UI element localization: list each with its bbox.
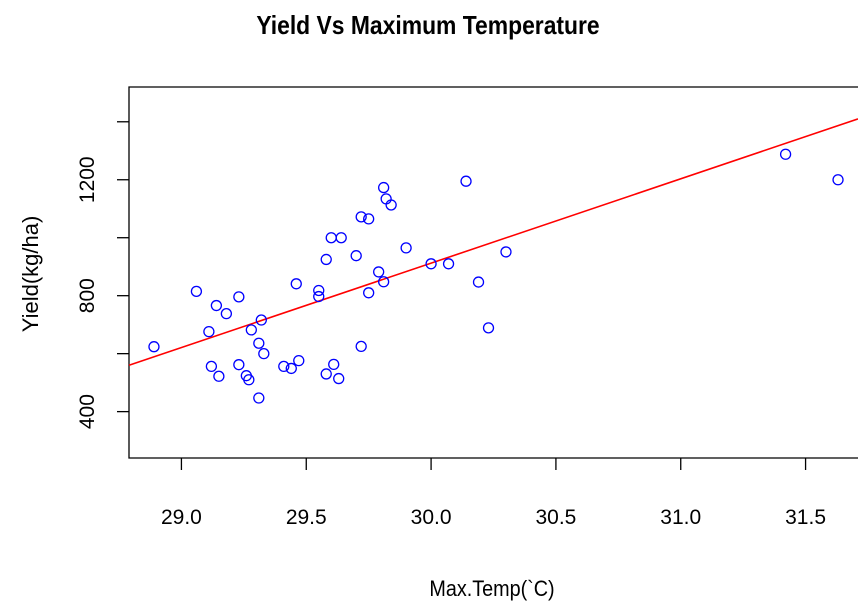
data-point — [378, 181, 390, 194]
data-point — [313, 290, 325, 303]
data-point — [190, 285, 203, 297]
data-point — [293, 354, 305, 367]
data-point — [442, 258, 455, 270]
y-axis-label: Yield(kg/ha) — [18, 216, 43, 333]
y-tick-label: 1200 — [76, 156, 99, 203]
data-point — [253, 337, 265, 349]
data-point — [243, 374, 255, 386]
data-point — [350, 250, 362, 262]
data-point — [245, 324, 257, 336]
data-point — [320, 368, 332, 380]
x-tick-label: 29.5 — [286, 506, 327, 529]
data-point — [285, 362, 297, 375]
data-point — [313, 284, 325, 297]
x-tick-label: 31.5 — [785, 506, 826, 529]
data-point — [355, 340, 367, 353]
x-tick-label: 29.0 — [161, 506, 202, 529]
data-point — [335, 232, 347, 244]
data-point — [400, 242, 412, 254]
plot-area — [128, 86, 858, 459]
data-point — [355, 211, 367, 223]
data-point — [500, 246, 512, 258]
x-tick-label: 31.0 — [660, 506, 701, 529]
data-point — [233, 291, 245, 303]
chart-title: Yield Vs Maximum Temperature — [256, 10, 600, 40]
x-tick-label: 30.5 — [535, 506, 576, 529]
data-point — [258, 348, 270, 360]
data-point — [325, 232, 337, 244]
data-point — [278, 360, 290, 373]
data-point — [425, 258, 437, 270]
y-tick-label: 400 — [76, 394, 99, 429]
data-point — [203, 325, 215, 338]
data-point — [220, 308, 233, 320]
data-point — [460, 175, 472, 187]
x-axis-label: Max.Temp(`C) — [429, 577, 554, 601]
data-point — [333, 372, 345, 385]
data-point — [233, 359, 245, 371]
data-point — [205, 360, 218, 373]
data-point — [253, 392, 265, 404]
plot-frame — [128, 86, 858, 459]
data-point — [328, 358, 340, 371]
data-point — [363, 213, 375, 225]
data-point — [385, 199, 397, 211]
data-point — [363, 287, 375, 299]
data-point — [482, 322, 495, 334]
data-point — [378, 276, 390, 288]
x-axis: 29.0 29.5 30.0 30.5 31.0 31.5 — [161, 458, 826, 529]
data-point — [255, 314, 267, 326]
data-point — [320, 253, 332, 266]
data-point — [472, 276, 485, 288]
data-point — [832, 174, 844, 186]
data-point — [213, 370, 225, 382]
y-tick-label: 800 — [76, 278, 99, 313]
x-tick-label: 30.0 — [411, 506, 452, 529]
data-point — [779, 148, 792, 160]
regression-line — [128, 118, 858, 367]
data-point — [373, 266, 385, 278]
data-point — [290, 278, 302, 290]
data-point — [210, 299, 223, 312]
y-axis: 400 800 1200 — [76, 121, 129, 429]
data-point — [148, 341, 160, 353]
